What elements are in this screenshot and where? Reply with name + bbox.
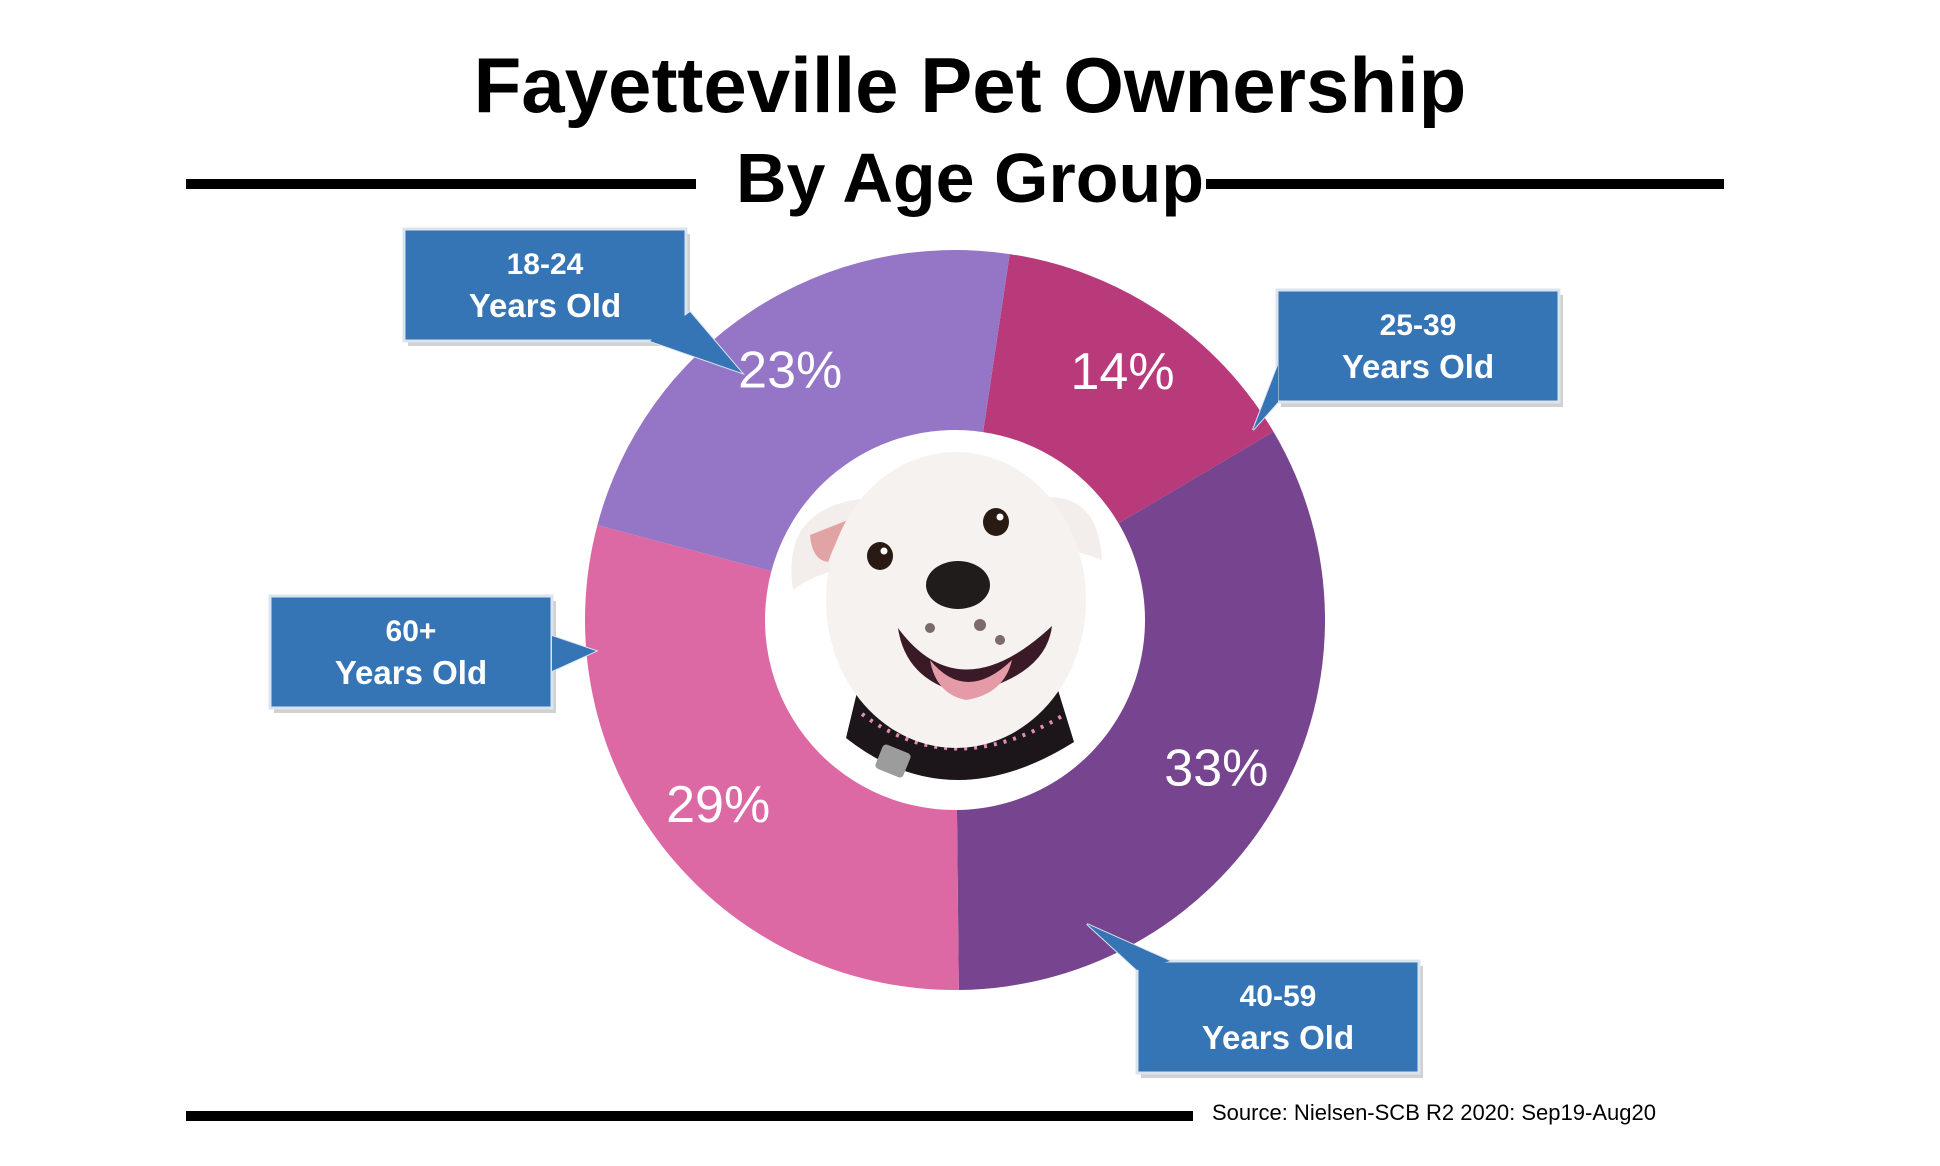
dog-spot [995,635,1005,645]
dog-spot [974,619,986,631]
dog-tongue [930,660,1012,700]
callout-age-range: 18-24 [507,248,584,281]
callout-years-old: Years Old [469,287,621,324]
donut-slice [983,254,1274,524]
category-callouts: 18-24 Years Old 25-39 Years Old 40-59 Years O… [268,227,1563,1078]
slice-value-label: 14% [1071,343,1175,401]
callout-box [1135,959,1421,1075]
collar-buckle [875,744,911,778]
donut-slice [597,250,1010,572]
slice-value-label: 29% [666,776,770,834]
slice-value-label: 33% [1164,739,1268,797]
callout-box [268,594,554,710]
page-title: Fayetteville Pet Ownership [473,41,1467,129]
dog-photo [791,452,1102,781]
callout-age-range: 60+ [386,615,437,648]
callout-pointer-fill [1253,365,1278,430]
title-rule-left [186,179,696,189]
dog-ear-left-inner [810,520,848,562]
collar-stitching [860,712,1064,751]
dog-nose [926,561,990,609]
value-labels: 14% 33% 29% 23% [666,341,1268,834]
callout-years-old: Years Old [335,654,487,691]
source-note: Source: Nielsen-SCB R2 2020: Sep19-Aug20 [1212,1100,1656,1125]
donut-slice [584,525,959,991]
callout-pointer-fill [552,636,596,671]
callout-box [1275,288,1561,404]
callout-box [402,227,688,343]
callout-pointer-fill [650,312,742,373]
slice-value-label: 23% [738,341,842,399]
dog-eye-right [983,508,1009,536]
callout-pointer-fill [1087,924,1170,970]
callout-age-range: 25-39 [1380,309,1457,342]
dog-eye-left-glint [880,547,888,555]
callout-age-range: 40-59 [1240,980,1317,1013]
dog-spot [925,623,935,633]
dog-eye-left [867,542,893,570]
title-rule-right [1206,179,1724,189]
donut-slice [956,431,1326,990]
dog-eye-right-glint [996,513,1004,521]
page-subtitle: By Age Group [736,139,1204,217]
callout-years-old: Years Old [1202,1019,1354,1056]
callout-years-old: Years Old [1342,348,1494,385]
footer-rule [186,1111,1193,1121]
